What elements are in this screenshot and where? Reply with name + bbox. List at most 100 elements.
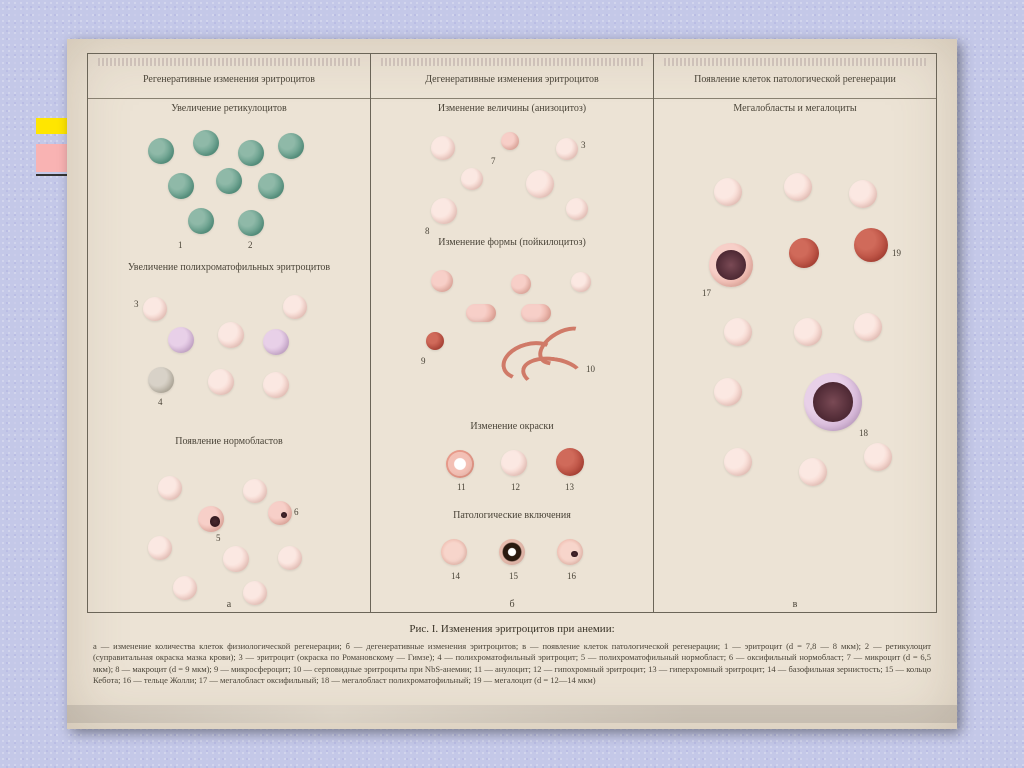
blood-cell xyxy=(709,243,753,287)
blood-cell xyxy=(566,198,588,220)
cell-area: 9 10 xyxy=(371,252,653,417)
blood-cell xyxy=(148,367,174,393)
column-header: Дегенеративные изменения эритроцитов xyxy=(371,68,653,99)
cell-number-label: 19 xyxy=(892,248,901,258)
blood-cell xyxy=(724,448,752,476)
section-title: Изменение величины (анизоцитоз) xyxy=(371,99,653,118)
blood-cell xyxy=(431,270,453,292)
blood-cell xyxy=(268,501,292,525)
blood-cell xyxy=(263,372,289,398)
blood-cell xyxy=(223,546,249,572)
blood-cell xyxy=(864,443,892,471)
cell-number-label: 15 xyxy=(509,571,518,581)
blood-cell xyxy=(143,297,167,321)
page-footer-shadow xyxy=(67,705,957,723)
cell-area: 17 19 18 xyxy=(654,118,936,588)
cell-number-label: 17 xyxy=(702,288,711,298)
blood-cell xyxy=(446,450,474,478)
blood-cell xyxy=(501,450,527,476)
blood-cell xyxy=(854,313,882,341)
column-letter: б xyxy=(509,599,514,610)
blood-cell xyxy=(849,180,877,208)
blood-cell xyxy=(283,295,307,319)
figure-columns: Регенеративные изменения эритроцитовУвел… xyxy=(87,53,937,613)
column-header: Появление клеток патологической регенера… xyxy=(654,68,936,99)
blood-cell xyxy=(794,318,822,346)
cell-number-label: 4 xyxy=(158,397,163,407)
cell-number-label: 11 xyxy=(457,482,466,492)
blood-cell xyxy=(243,581,267,605)
cell-number-label: 14 xyxy=(451,571,460,581)
cell-number-label: 1 xyxy=(178,240,183,250)
column-letter: в xyxy=(793,599,798,610)
blood-cell xyxy=(278,133,304,159)
section-title: Увеличение полихроматофильных эритроцито… xyxy=(88,258,370,277)
cell-number-label: 8 xyxy=(425,226,430,236)
blood-cell xyxy=(158,476,182,500)
column-letter: а xyxy=(227,599,231,610)
blood-cell xyxy=(198,506,224,532)
blood-cell xyxy=(431,136,455,160)
blood-cell xyxy=(799,458,827,486)
blood-cell xyxy=(216,168,242,194)
cell-number-label: 13 xyxy=(565,482,574,492)
blood-cell xyxy=(557,539,583,565)
blood-cell xyxy=(218,322,244,348)
cell-area: 14 15 16 xyxy=(371,525,653,610)
blood-cell xyxy=(466,304,496,322)
column: Регенеративные изменения эритроцитовУвел… xyxy=(87,53,371,613)
cell-number-label: 10 xyxy=(586,364,595,374)
blood-cell xyxy=(278,546,302,570)
section-title: Изменение окраски xyxy=(371,417,653,436)
blood-cell xyxy=(148,536,172,560)
section-title: Появление нормобластов xyxy=(88,432,370,451)
blood-cell xyxy=(714,378,742,406)
blood-cell xyxy=(263,329,289,355)
blood-cell xyxy=(238,140,264,166)
cell-number-label: 18 xyxy=(859,428,868,438)
blood-cell xyxy=(804,373,862,431)
blood-cell xyxy=(556,138,578,160)
blood-cell xyxy=(556,448,584,476)
blood-cell xyxy=(724,318,752,346)
blood-cell xyxy=(714,178,742,206)
blood-cell xyxy=(521,304,551,322)
blood-cell xyxy=(243,479,267,503)
blood-cell xyxy=(168,327,194,353)
blood-cell xyxy=(238,210,264,236)
cell-number-label: 16 xyxy=(567,571,576,581)
column: Появление клеток патологической регенера… xyxy=(654,53,937,613)
cell-number-label: 12 xyxy=(511,482,520,492)
blood-cell xyxy=(258,173,284,199)
blood-cell xyxy=(784,173,812,201)
blood-cell xyxy=(511,274,531,294)
cell-number-label: 9 xyxy=(421,356,426,366)
section-title: Увеличение ретикулоцитов xyxy=(88,99,370,118)
cell-area: 34 xyxy=(88,277,370,432)
column-header: Регенеративные изменения эритроцитов xyxy=(88,68,370,99)
blood-cell xyxy=(431,198,457,224)
blood-cell xyxy=(208,369,234,395)
cell-number-label: 6 xyxy=(294,507,299,517)
cell-number-label: 7 xyxy=(491,156,496,166)
cell-area: 12 xyxy=(88,118,370,258)
cell-area: 11 12 13 xyxy=(371,436,653,506)
section-title: Патологические включения xyxy=(371,506,653,525)
blood-cell xyxy=(526,170,554,198)
textbook-page: Регенеративные изменения эритроцитовУвел… xyxy=(67,39,957,729)
blood-cell xyxy=(441,539,467,565)
blood-cell xyxy=(188,208,214,234)
blood-cell xyxy=(426,332,444,350)
cell-number-label: 3 xyxy=(134,299,139,309)
blood-cell xyxy=(501,132,519,150)
blood-cell xyxy=(168,173,194,199)
cell-number-label: 5 xyxy=(216,533,221,543)
section-title: Изменение формы (пойкилоцитоз) xyxy=(371,233,653,252)
slide-accent xyxy=(36,118,70,182)
blood-cell xyxy=(193,130,219,156)
blood-cell xyxy=(854,228,888,262)
cell-number-label: 3 xyxy=(581,140,586,150)
section-title: Мегалобласты и мегалоциты xyxy=(654,99,936,118)
blood-cell xyxy=(461,168,483,190)
blood-cell xyxy=(173,576,197,600)
